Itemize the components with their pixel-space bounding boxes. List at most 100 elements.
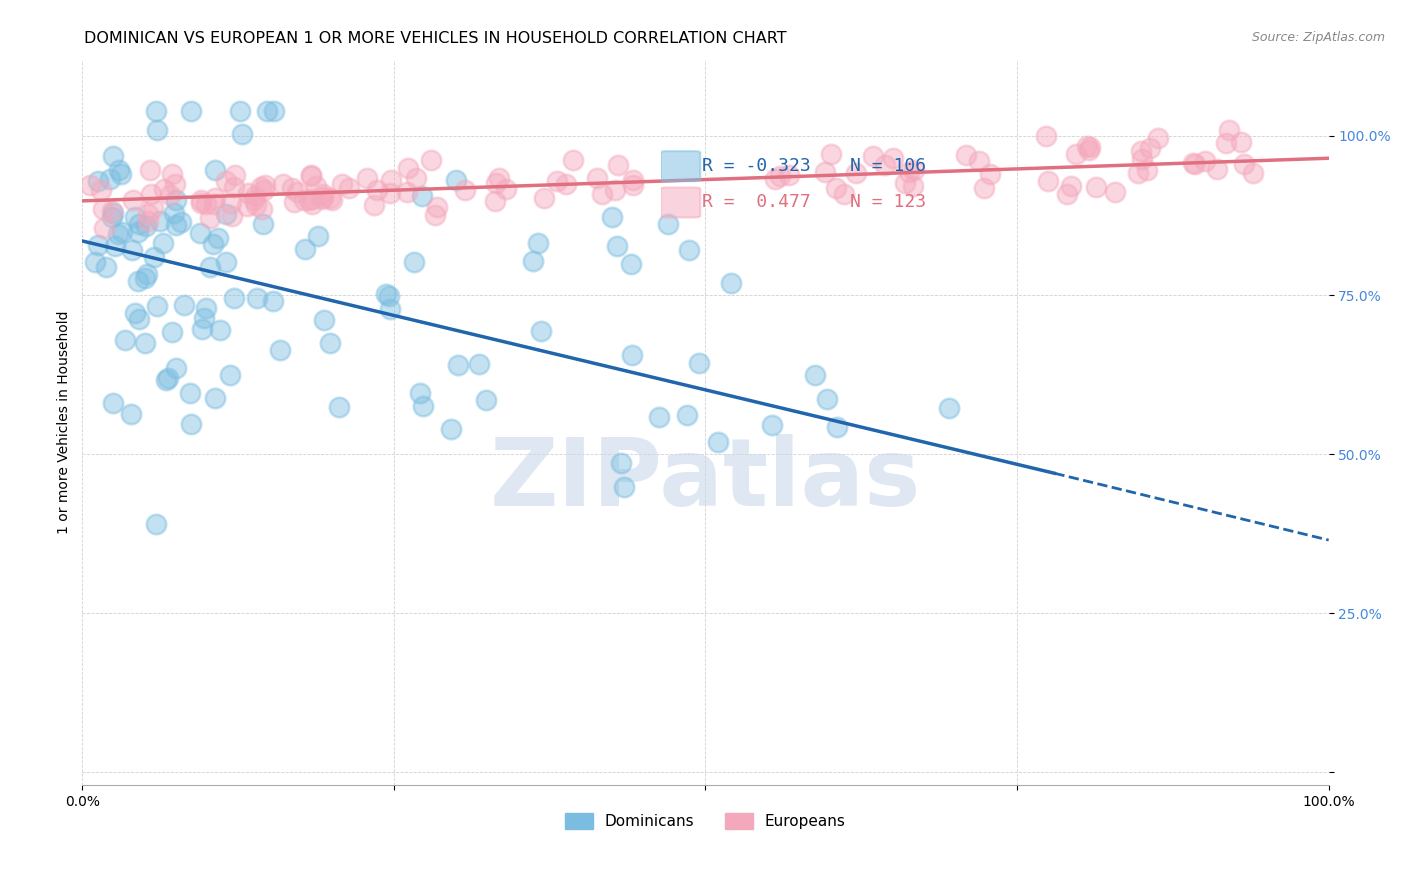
Point [136, 206, 159, 220]
Point [111, 225, 134, 239]
Point [404, 254, 426, 268]
Point [292, 193, 315, 207]
Point [688, 356, 710, 370]
Point [1084, 180, 1107, 194]
Point [1206, 162, 1229, 177]
Point [301, 192, 323, 206]
Point [201, 236, 224, 251]
Point [610, 457, 633, 471]
Point [145, 517, 167, 532]
Point [170, 215, 193, 229]
Point [374, 287, 396, 301]
Point [882, 151, 904, 165]
Point [475, 392, 498, 407]
Point [605, 183, 627, 197]
Point [446, 359, 468, 373]
Point [648, 410, 671, 425]
Point [591, 186, 613, 201]
Point [87, 173, 110, 187]
FancyBboxPatch shape [661, 151, 700, 181]
Text: Source: ZipAtlas.com: Source: ZipAtlas.com [1251, 31, 1385, 45]
Point [298, 193, 321, 207]
Point [678, 243, 700, 257]
Point [1146, 130, 1168, 145]
Point [145, 300, 167, 314]
Point [103, 206, 125, 220]
Point [142, 201, 165, 215]
Point [134, 270, 156, 285]
Point [122, 194, 145, 208]
Point [613, 480, 636, 494]
Point [190, 196, 212, 211]
Point [243, 188, 266, 202]
Point [301, 196, 323, 211]
Point [195, 301, 218, 315]
Point [219, 195, 242, 210]
Point [820, 146, 842, 161]
Point [204, 196, 226, 211]
Point [533, 191, 555, 205]
Point [378, 186, 401, 201]
Point [804, 368, 827, 383]
Point [193, 310, 215, 325]
Point [250, 180, 273, 194]
Point [139, 187, 162, 202]
Point [778, 168, 800, 182]
Point [363, 198, 385, 212]
Point [107, 227, 129, 241]
Point [204, 391, 226, 405]
Text: R = -0.323: R = -0.323 [702, 157, 810, 175]
Point [149, 214, 172, 228]
Point [875, 158, 897, 172]
Point [101, 203, 124, 218]
Point [621, 173, 644, 187]
Point [91, 202, 114, 217]
Point [312, 190, 335, 204]
Point [238, 186, 260, 200]
Point [763, 172, 786, 186]
Point [162, 325, 184, 339]
Point [396, 161, 419, 176]
Point [160, 168, 183, 182]
Text: R =  0.477: R = 0.477 [702, 194, 810, 211]
Point [179, 386, 201, 401]
Point [127, 225, 149, 239]
Point [897, 164, 920, 178]
Point [299, 168, 322, 182]
Point [114, 334, 136, 348]
Point [124, 306, 146, 320]
Point [246, 291, 269, 305]
Point [720, 276, 742, 290]
FancyBboxPatch shape [661, 187, 700, 218]
Point [153, 182, 176, 196]
Point [366, 183, 388, 197]
Point [253, 178, 276, 192]
Point [1181, 156, 1204, 170]
Point [191, 322, 214, 336]
Point [108, 162, 131, 177]
Point [485, 177, 508, 191]
Point [412, 400, 434, 414]
Point [121, 243, 143, 257]
Point [204, 191, 226, 205]
Point [1194, 154, 1216, 169]
Point [231, 127, 253, 141]
Point [426, 200, 449, 214]
Point [285, 186, 308, 200]
Point [135, 219, 157, 233]
Point [136, 214, 159, 228]
Point [893, 176, 915, 190]
Point [967, 154, 990, 169]
Point [488, 170, 510, 185]
Point [380, 172, 402, 186]
Point [294, 243, 316, 257]
Point [229, 103, 252, 118]
Point [832, 187, 855, 202]
Point [96, 260, 118, 274]
Text: ZIPatlas: ZIPatlas [489, 434, 921, 526]
Point [378, 302, 401, 317]
Point [86, 238, 108, 252]
Point [219, 368, 242, 382]
Point [101, 149, 124, 163]
Point [134, 335, 156, 350]
